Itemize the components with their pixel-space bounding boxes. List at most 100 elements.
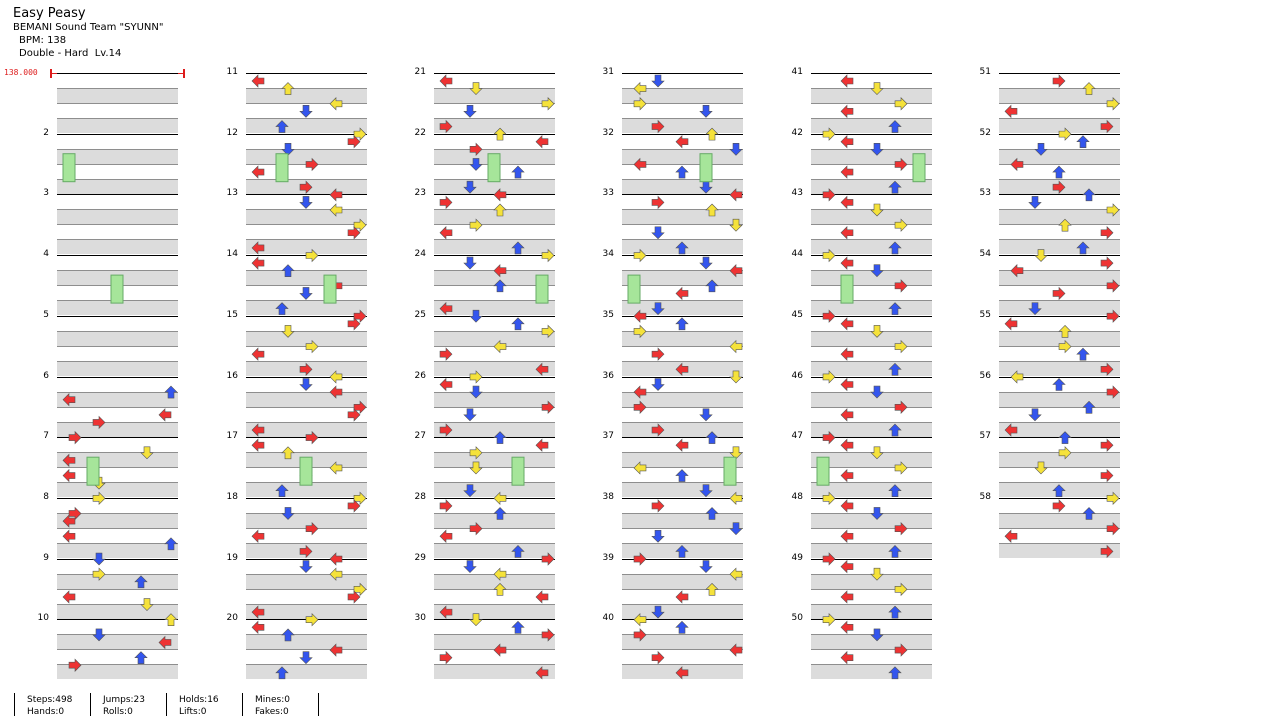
measure-number: 2 bbox=[43, 127, 49, 138]
arrow-right-icon bbox=[1100, 468, 1114, 483]
arrow-up-icon bbox=[1082, 400, 1096, 414]
measure-number: 43 bbox=[791, 188, 803, 199]
arrow-right-icon bbox=[651, 650, 665, 665]
arrow-up-icon bbox=[1082, 82, 1096, 95]
arrow-right-icon bbox=[541, 552, 555, 566]
arrow-right-icon bbox=[1100, 119, 1114, 134]
arrow-up-icon bbox=[675, 469, 689, 482]
measure-number: 45 bbox=[791, 309, 803, 320]
beat-line bbox=[622, 103, 743, 104]
beat-line bbox=[57, 270, 178, 272]
arrow-right-icon bbox=[299, 544, 313, 559]
arrow-up-icon bbox=[1052, 484, 1066, 498]
measure-line bbox=[246, 558, 367, 560]
beat-band bbox=[811, 300, 932, 316]
beat-line bbox=[622, 285, 743, 287]
beat-band bbox=[246, 330, 367, 346]
beat-line bbox=[246, 588, 367, 590]
stat-rolls: Rolls:0 bbox=[103, 707, 133, 717]
arrow-left-icon bbox=[251, 423, 265, 437]
arrow-left-icon bbox=[1004, 423, 1018, 437]
arrow-left-icon bbox=[493, 263, 507, 278]
beat-band bbox=[246, 634, 367, 650]
arrow-up-icon bbox=[675, 317, 689, 331]
arrow-up-icon bbox=[1082, 507, 1096, 520]
beat-line bbox=[622, 163, 743, 165]
beat-band bbox=[57, 421, 178, 437]
beat-line bbox=[57, 421, 178, 423]
beat-line bbox=[622, 178, 743, 180]
arrow-left-icon bbox=[251, 529, 265, 543]
arrow-left-icon bbox=[729, 263, 743, 278]
arrow-right-icon bbox=[439, 499, 453, 513]
arrow-left-icon bbox=[493, 339, 507, 354]
arrow-up-icon bbox=[1076, 347, 1090, 361]
beat-line bbox=[999, 148, 1120, 150]
arrow-up-icon bbox=[1058, 431, 1072, 444]
beat-band bbox=[434, 209, 555, 225]
beat-line bbox=[246, 239, 367, 241]
arrow-down-icon bbox=[699, 105, 713, 118]
beat-line bbox=[811, 224, 932, 226]
beat-band bbox=[622, 391, 743, 407]
beat-line bbox=[811, 588, 932, 590]
beat-band bbox=[811, 178, 932, 194]
beat-line bbox=[999, 406, 1120, 408]
arrow-down-icon bbox=[1028, 302, 1042, 316]
measure-line bbox=[622, 619, 743, 621]
measure-line bbox=[622, 315, 743, 317]
arrow-up-icon bbox=[511, 620, 525, 634]
arrow-left-icon bbox=[840, 499, 854, 513]
beat-band bbox=[57, 512, 178, 528]
measure-number: 5 bbox=[43, 309, 49, 320]
arrow-left-icon bbox=[840, 377, 854, 392]
arrow-up-icon bbox=[888, 666, 902, 680]
arrow-left-icon bbox=[439, 529, 453, 543]
arrow-down-icon bbox=[1034, 461, 1048, 475]
measure-number: 17 bbox=[226, 431, 238, 442]
measure-number: 44 bbox=[791, 249, 803, 260]
arrow-up-icon bbox=[705, 431, 719, 444]
beat-line bbox=[57, 224, 178, 226]
arrow-right-icon bbox=[353, 400, 367, 414]
arrow-right-icon bbox=[1052, 499, 1066, 513]
beat-line bbox=[57, 345, 178, 347]
arrow-up-icon bbox=[888, 241, 902, 255]
arrow-up-icon bbox=[281, 628, 295, 642]
stat-group-holds: Holds:16 Lifts:0 bbox=[166, 693, 242, 717]
arrow-down-icon bbox=[729, 218, 743, 232]
measure-number: 15 bbox=[226, 309, 238, 320]
arrow-left-icon bbox=[840, 347, 854, 361]
arrow-left-icon bbox=[633, 612, 647, 627]
arrow-right-icon bbox=[347, 499, 361, 513]
arrow-left-icon bbox=[439, 74, 453, 88]
arrow-left-icon bbox=[840, 256, 854, 270]
beat-line bbox=[622, 527, 743, 529]
arrow-right-icon bbox=[822, 612, 836, 627]
arrow-left-icon bbox=[840, 165, 854, 179]
beat-line bbox=[57, 406, 178, 408]
measure-line bbox=[622, 73, 743, 74]
beat-line bbox=[246, 118, 367, 119]
beat-line bbox=[246, 148, 367, 150]
beat-line bbox=[246, 88, 367, 89]
beat-band bbox=[811, 542, 932, 558]
arrow-right-icon bbox=[822, 127, 836, 141]
arrow-down-icon bbox=[651, 302, 665, 316]
arrow-down-icon bbox=[651, 605, 665, 619]
beat-band bbox=[57, 148, 178, 164]
beat-band bbox=[999, 118, 1120, 133]
arrow-left-icon bbox=[251, 620, 265, 635]
beat-line bbox=[811, 300, 932, 302]
difficulty-info: Double - Hard Lv.14 bbox=[19, 48, 122, 59]
measure-number: 6 bbox=[43, 370, 49, 381]
beat-line bbox=[434, 634, 555, 636]
beat-band bbox=[811, 482, 932, 498]
beat-line bbox=[434, 542, 555, 544]
arrow-up-icon bbox=[888, 362, 902, 376]
measure-number: 12 bbox=[226, 127, 238, 138]
arrow-up-icon bbox=[493, 127, 507, 141]
beat-band bbox=[622, 300, 743, 316]
arrow-left-icon bbox=[329, 567, 343, 581]
arrow-left-icon bbox=[329, 643, 343, 657]
